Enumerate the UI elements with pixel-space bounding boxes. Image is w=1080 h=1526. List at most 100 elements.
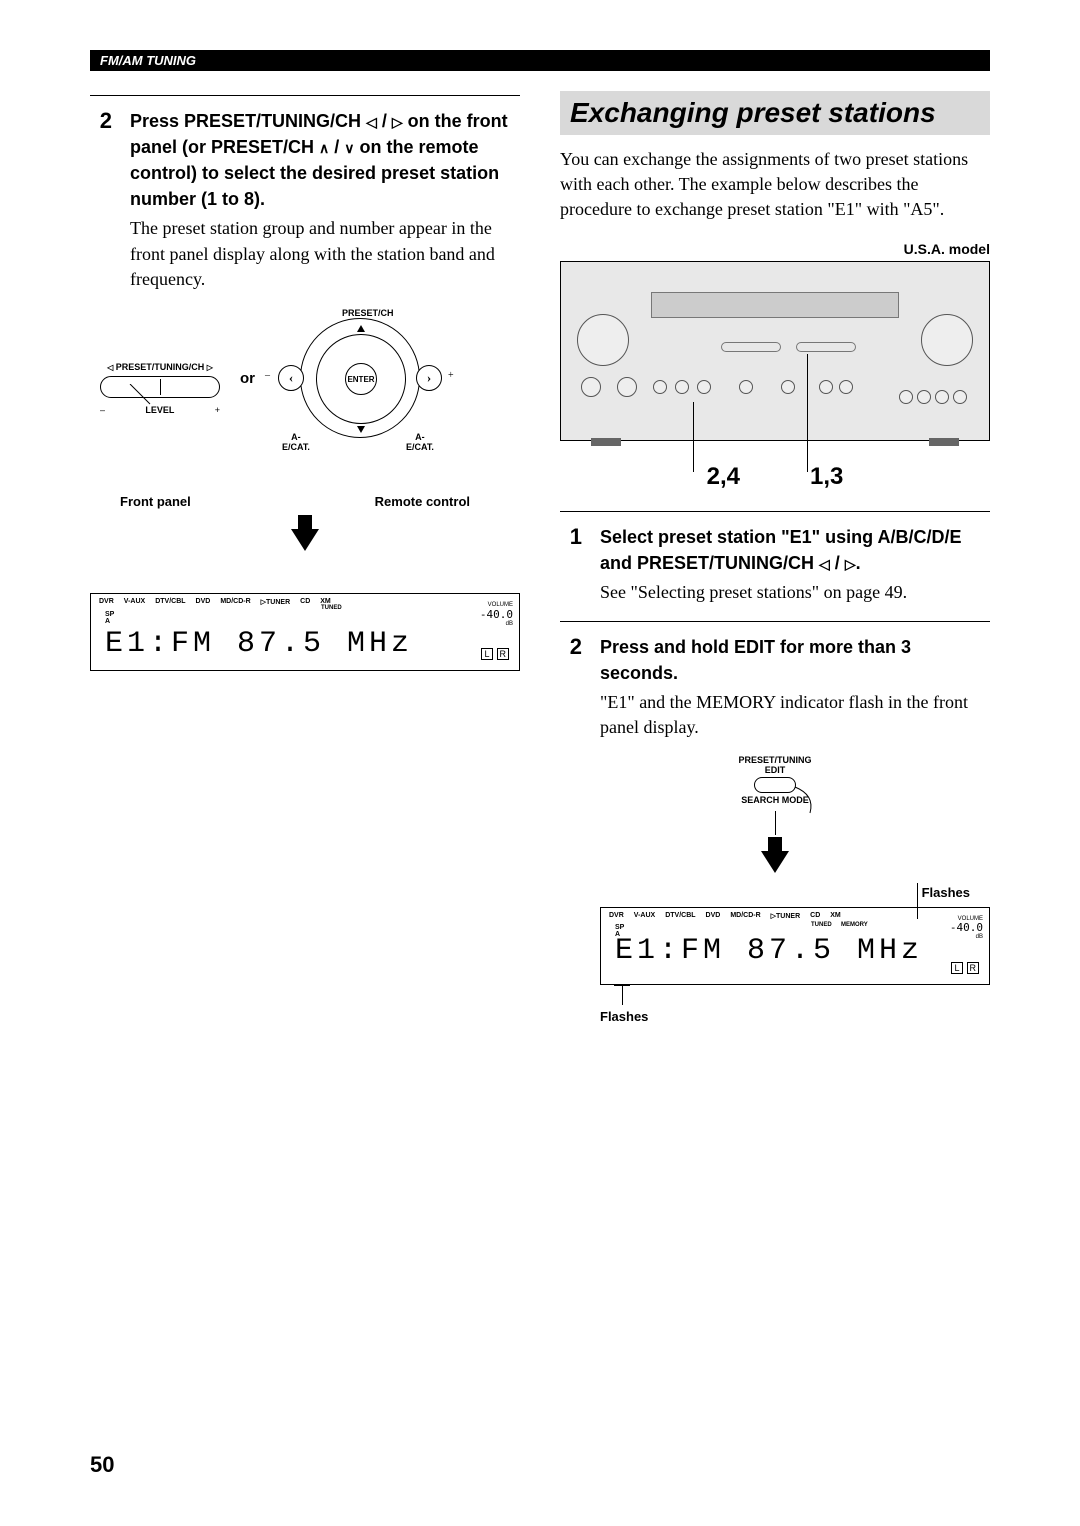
search-mode-label: SEARCH MODE bbox=[650, 795, 900, 805]
intro-text: You can exchange the assignments of two … bbox=[560, 147, 990, 223]
step-2-left: 2 Press PRESET/TUNING/CH ◁ / ▷ on the fr… bbox=[90, 108, 520, 292]
src-dvr: DVR bbox=[609, 912, 624, 920]
btn-icon bbox=[839, 380, 853, 394]
arrow-container bbox=[90, 529, 520, 579]
step-description: "E1" and the MEMORY indicator flash in t… bbox=[600, 690, 990, 740]
btn-icon bbox=[935, 390, 949, 404]
btn-icon bbox=[781, 380, 795, 394]
step-description: The preset station group and number appe… bbox=[130, 216, 520, 292]
L: L bbox=[951, 962, 962, 974]
t0: Press PRESET/TUNING/CH bbox=[130, 111, 366, 131]
dpad-arrows-icon bbox=[301, 319, 421, 439]
step-2-right: 2 Press and hold EDIT for more than 3 se… bbox=[560, 634, 990, 741]
front-panel-label: Front panel bbox=[120, 494, 191, 509]
callout-13: 1,3 bbox=[810, 463, 843, 491]
rocker-icon bbox=[796, 342, 856, 352]
two-column-layout: 2 Press PRESET/TUNING/CH ◁ / ▷ on the fr… bbox=[90, 91, 990, 1025]
right-column: Exchanging preset stations You can excha… bbox=[560, 91, 990, 1025]
db-label: dB bbox=[480, 621, 513, 628]
vol-value: -40.0 bbox=[480, 609, 513, 621]
src-xm: XM bbox=[830, 912, 841, 920]
btn-icon bbox=[917, 390, 931, 404]
t1: / bbox=[830, 553, 845, 573]
tri-left-icon: ◁ bbox=[107, 363, 113, 372]
divider bbox=[560, 621, 990, 622]
arrow-container bbox=[650, 851, 900, 897]
callout-curve-icon bbox=[790, 785, 830, 815]
lr-indicator: L R bbox=[481, 648, 509, 660]
flash-line-h bbox=[614, 985, 630, 986]
flashes-label-bottom: Flashes bbox=[600, 1009, 648, 1024]
spA: A bbox=[615, 931, 620, 938]
aecat-label-right: A-E/CAT. bbox=[406, 432, 434, 452]
preset-ch-label: PRESET/CH bbox=[342, 308, 394, 318]
rocker-icon bbox=[721, 342, 781, 352]
src-vaux: V-AUX bbox=[634, 912, 655, 920]
R: R bbox=[497, 648, 510, 660]
btn-icon bbox=[653, 380, 667, 394]
src-vaux: V-AUX bbox=[124, 598, 145, 606]
section-title: Exchanging preset stations bbox=[560, 91, 990, 135]
arrow-down-icon bbox=[761, 851, 789, 873]
src-dvd: DVD bbox=[706, 912, 721, 920]
left-column: 2 Press PRESET/TUNING/CH ◁ / ▷ on the fr… bbox=[90, 91, 520, 1025]
section-header-bar: FM/AM TUNING bbox=[90, 50, 990, 71]
src-cd: CD bbox=[300, 598, 310, 606]
btn-icon bbox=[899, 390, 913, 404]
src-dvr: DVR bbox=[99, 598, 114, 606]
device-screen bbox=[651, 292, 899, 318]
minus-icon: – bbox=[100, 405, 105, 415]
page-number: 50 bbox=[90, 1452, 114, 1478]
step-number: 2 bbox=[560, 634, 582, 741]
src-tuner: ▷TUNER bbox=[771, 912, 801, 920]
btn-icon bbox=[739, 380, 753, 394]
btn-icon bbox=[675, 380, 689, 394]
tri-right-icon: ▷ bbox=[207, 363, 213, 372]
t3: / bbox=[329, 137, 344, 157]
step-number: 1 bbox=[560, 524, 582, 605]
memory-label: MEMORY bbox=[841, 922, 868, 928]
t1: / bbox=[377, 111, 392, 131]
plus-icon: + bbox=[215, 405, 220, 415]
diagram-labels: Front panel Remote control bbox=[90, 494, 520, 509]
t0: Select preset station "E1" using A/B/C/D… bbox=[600, 527, 962, 573]
step-number: 2 bbox=[90, 108, 112, 292]
front-panel-control: ◁ PRESET/TUNING/CH ▷ – LEVEL + bbox=[100, 362, 220, 415]
tri-left-icon: ◁ bbox=[366, 114, 377, 130]
preset-tuning-label: PRESET/TUNING bbox=[650, 755, 900, 765]
lr-indicator: L R bbox=[951, 962, 979, 974]
minus-icon: – bbox=[265, 370, 270, 381]
dpad-right-button[interactable]: › bbox=[416, 365, 442, 391]
display-main-text: E1:FM 87.5 MHz bbox=[91, 625, 519, 661]
display2-wrap: Flashes DVR V-AUX DTV/CBL DVD MD/CD-R ▷T… bbox=[600, 907, 990, 1025]
btn-icon bbox=[953, 390, 967, 404]
remote-control-label: Remote control bbox=[375, 494, 470, 509]
sp: SP bbox=[615, 924, 624, 931]
sp: SP bbox=[105, 611, 114, 618]
bottom-flash: Flashes bbox=[600, 985, 990, 1025]
step-1-right: 1 Select preset station "E1" using A/B/C… bbox=[560, 524, 990, 605]
spA: A bbox=[105, 618, 110, 625]
arrow-down-icon bbox=[291, 529, 319, 551]
edit-label: EDIT bbox=[650, 765, 900, 775]
tri-left-icon: ◁ bbox=[819, 556, 830, 572]
callout-line-icon bbox=[120, 384, 170, 414]
callout-line bbox=[807, 354, 808, 472]
tri-right-icon: ▷ bbox=[845, 556, 856, 572]
db-label: dB bbox=[950, 934, 983, 941]
line bbox=[775, 811, 776, 835]
wedge-up-icon: ∧ bbox=[319, 140, 329, 156]
display-panel-2: DVR V-AUX DTV/CBL DVD MD/CD-R ▷TUNER CD … bbox=[600, 907, 990, 985]
src-dtvcbl: DTV/CBL bbox=[155, 598, 185, 606]
src-dtvcbl: DTV/CBL bbox=[665, 912, 695, 920]
divider bbox=[90, 95, 520, 96]
src-dvd: DVD bbox=[196, 598, 211, 606]
sp-indicator: SP A bbox=[615, 924, 624, 938]
plus-icon: + bbox=[448, 370, 454, 381]
L: L bbox=[481, 648, 492, 660]
dpad-left-button[interactable]: ‹ bbox=[278, 365, 304, 391]
btn-icon bbox=[581, 377, 601, 397]
tuned-label: TUNED bbox=[811, 922, 832, 928]
vol-value: -40.0 bbox=[950, 922, 983, 934]
step-body: Select preset station "E1" using A/B/C/D… bbox=[600, 524, 990, 605]
